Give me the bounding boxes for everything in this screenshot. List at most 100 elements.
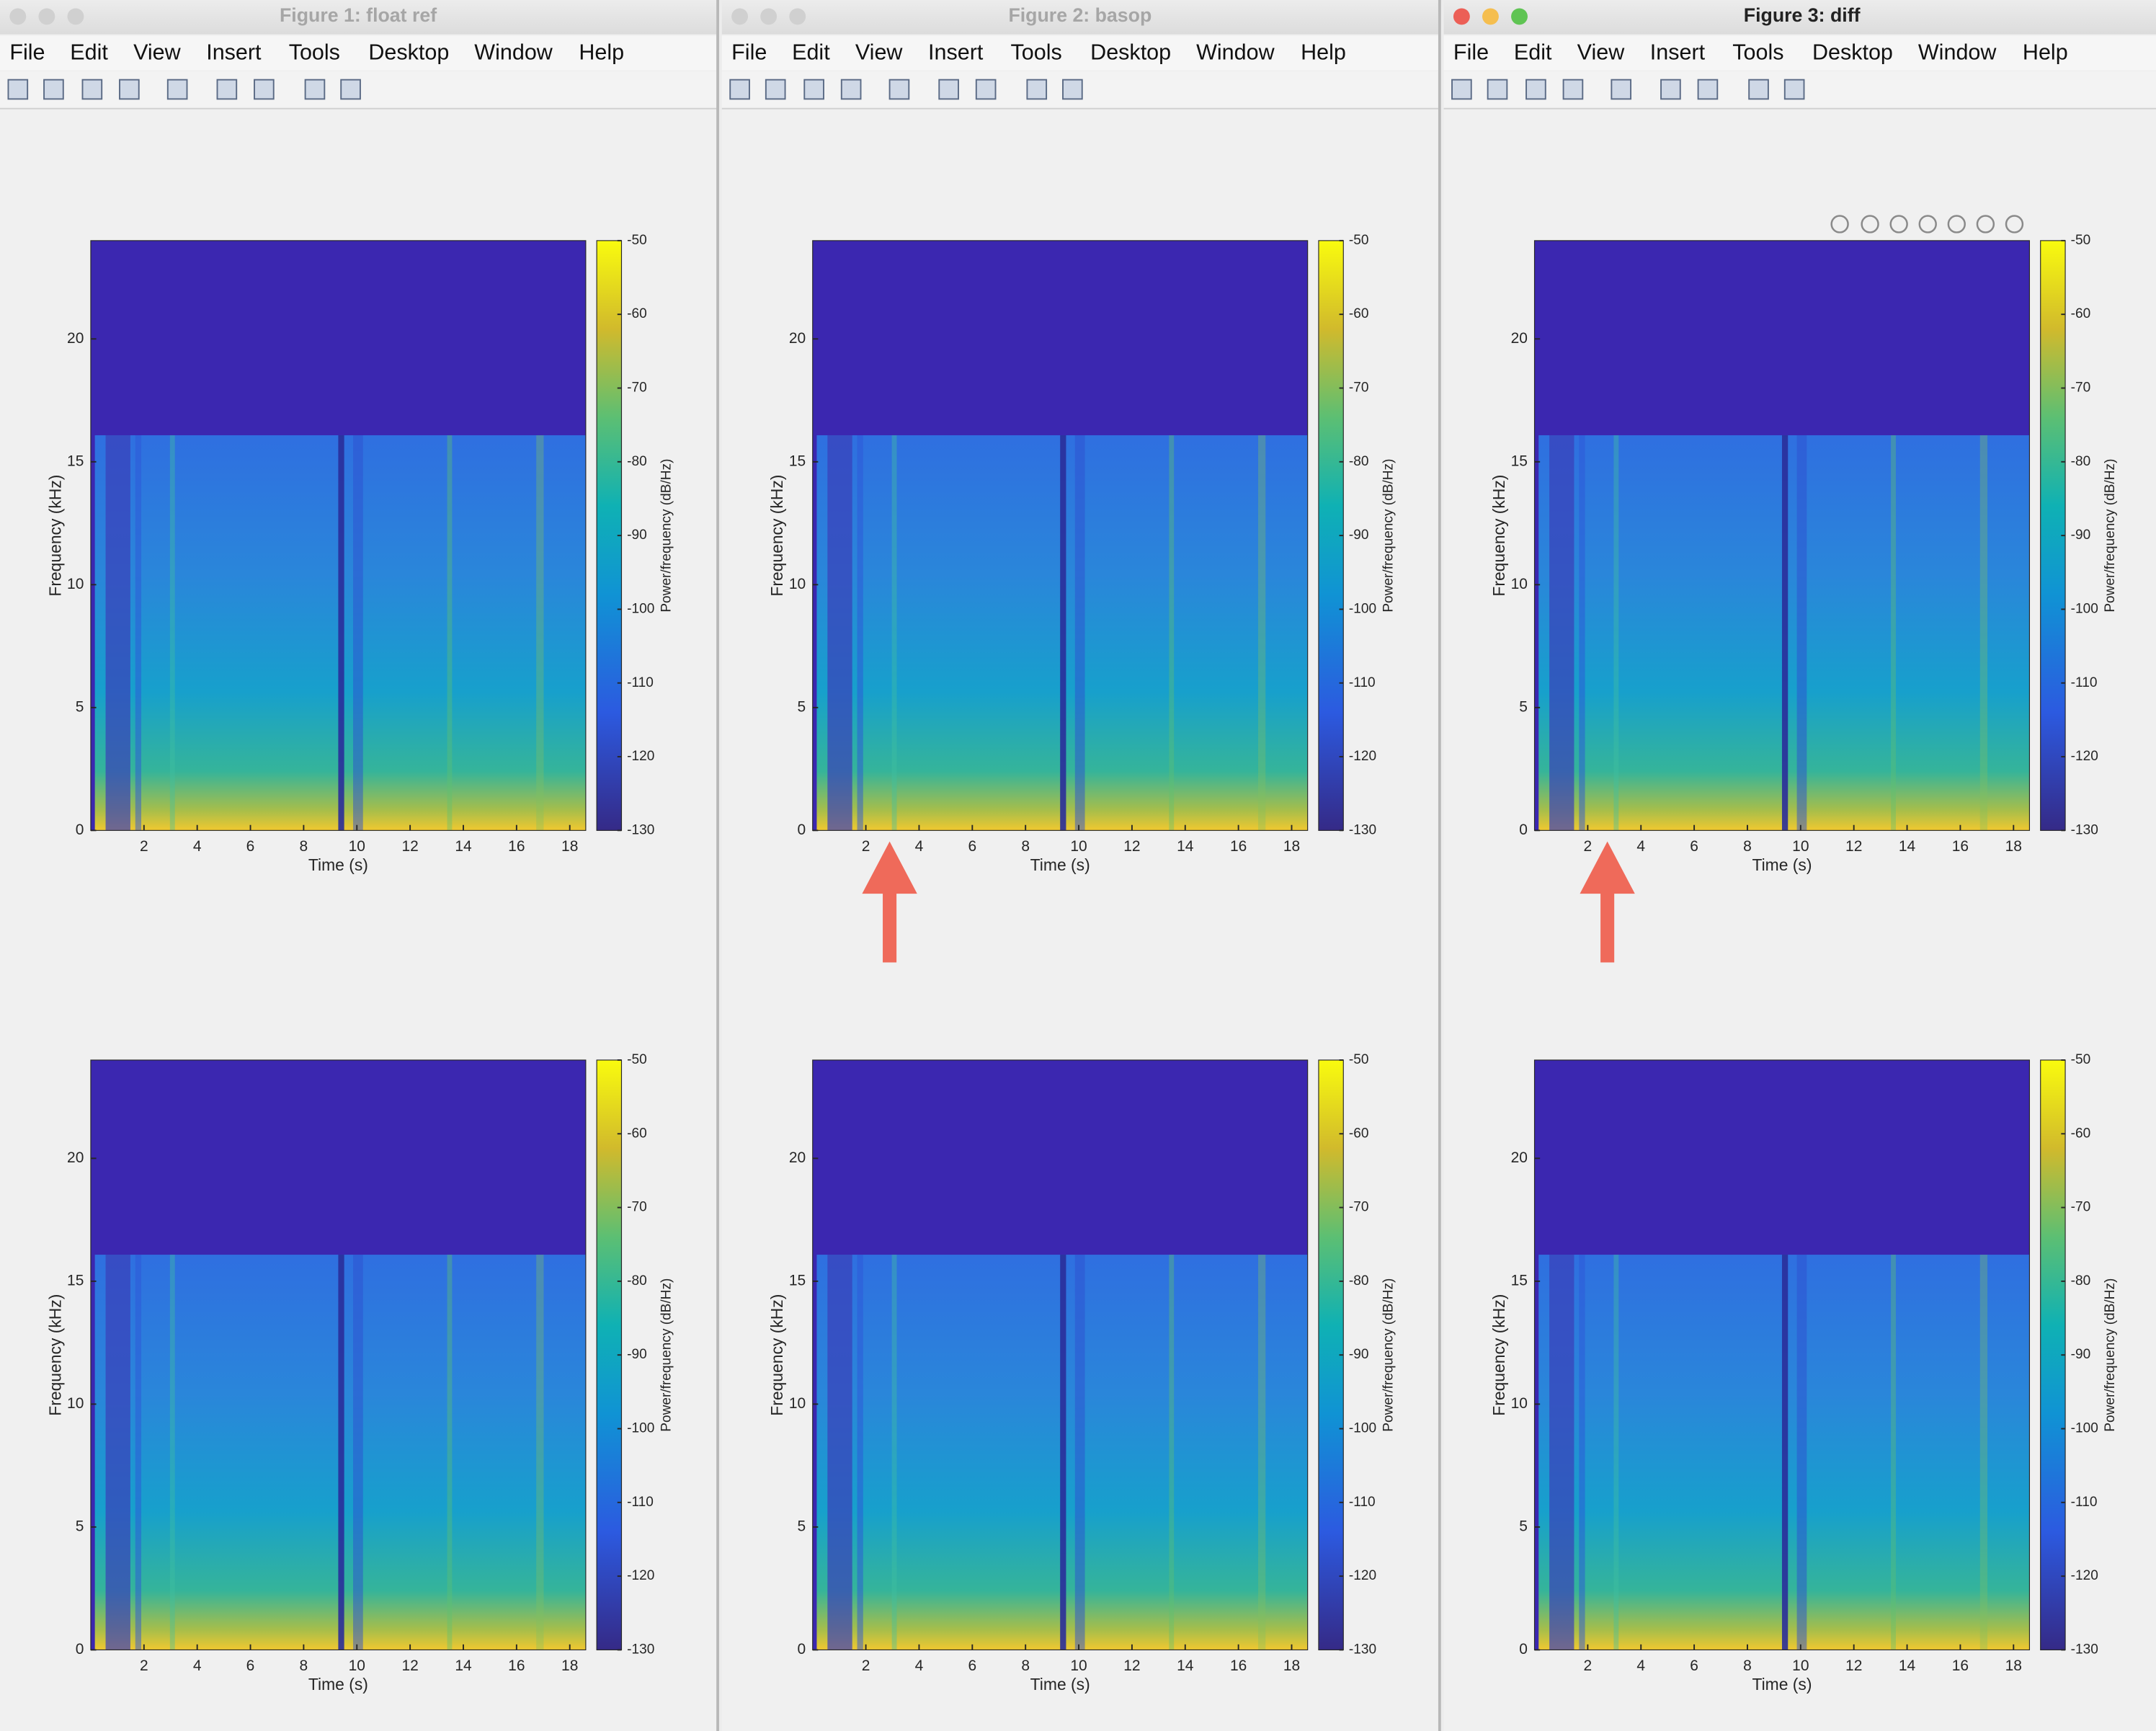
spectrogram-streak	[827, 435, 852, 831]
toolbar-icon	[119, 79, 140, 100]
x-tick-label: 8	[1743, 838, 1752, 855]
y-tick-label: 20	[789, 330, 806, 347]
toolbar-icon	[975, 79, 997, 100]
window-title: Figure 2: basop	[1008, 4, 1152, 26]
toolbar-icon	[1697, 79, 1719, 100]
spectrogram-streak	[135, 435, 142, 831]
menu-item: Desktop	[1812, 40, 1893, 64]
menu-item: File	[731, 40, 767, 64]
figure-window: Figure 2: basop File Edit View Insert Tools De…	[721, 0, 1438, 1731]
x-axis-label: Time (s)	[1752, 855, 1812, 874]
x-tick-label: 14	[1899, 1657, 1916, 1674]
spectrogram-streak	[105, 1255, 130, 1650]
x-tick-label: 12	[1123, 838, 1140, 855]
x-tick-label: 4	[1636, 1657, 1645, 1674]
spectrogram-streak	[1796, 1255, 1807, 1650]
colorbar-tick-label: -90	[1349, 528, 1369, 543]
colorbar-tick-label: -130	[2071, 822, 2098, 837]
window-button	[731, 8, 749, 25]
x-axis-label: Time (s)	[308, 1675, 368, 1694]
x-tick-label: 16	[508, 1657, 525, 1674]
y-tick-label: 0	[798, 1641, 806, 1657]
y-tick-label: 0	[76, 822, 84, 838]
x-tick-label: 10	[1070, 838, 1087, 855]
x-tick-label: 14	[455, 1657, 472, 1674]
spectrogram-streak	[353, 435, 363, 831]
colorbar-tick-label: -110	[2071, 675, 2098, 690]
x-axis-label: Time (s)	[308, 855, 368, 874]
x-tick-label: 18	[2005, 1657, 2022, 1674]
spectrogram-streak	[1074, 1255, 1085, 1650]
menu-bar	[0, 35, 717, 71]
x-axis-label: Time (s)	[1030, 1675, 1090, 1694]
colorbar-tick-label: -60	[1349, 1126, 1369, 1141]
x-tick-label: 8	[1021, 1657, 1030, 1674]
spectrogram-streak	[353, 1255, 363, 1650]
x-tick-label: 16	[1952, 1657, 1969, 1674]
colorbar-label: Power/frequency (dB/Hz)	[1381, 1278, 1396, 1432]
y-tick-label: 10	[67, 1395, 84, 1412]
colorbar-tick-label: -60	[2071, 1126, 2091, 1141]
colorbar-label: Power/frequency (dB/Hz)	[659, 1278, 674, 1432]
x-tick-label: 6	[968, 1657, 976, 1674]
colorbar-tick-label: -130	[1349, 822, 1376, 837]
x-tick-label: 18	[1283, 838, 1300, 855]
window-title: Figure 3: diff	[1744, 4, 1861, 26]
spectrogram-streak	[338, 435, 344, 831]
colorbar-tick-label: -90	[627, 528, 647, 543]
x-tick-label: 4	[1636, 838, 1645, 855]
menu-item: Edit	[1514, 40, 1552, 64]
colorbar-label: Power/frequency (dB/Hz)	[659, 459, 674, 613]
toolbar-icon	[1487, 79, 1508, 100]
colorbar-tick-label: -70	[627, 1200, 647, 1215]
colorbar-tick-label: -70	[627, 381, 647, 396]
toolbar-icon	[1451, 79, 1472, 100]
y-tick-label: 0	[1519, 1641, 1528, 1657]
spectrogram-streak	[1979, 435, 1988, 831]
toolbar-icon	[803, 79, 824, 100]
menu-item: Edit	[70, 40, 108, 64]
axes-toolbar-icon	[1918, 215, 1937, 233]
toolbar-icon	[1748, 79, 1769, 100]
y-axis-label: Frequency (kHz)	[1489, 475, 1508, 597]
x-tick-label: 2	[1584, 838, 1592, 855]
y-tick-label: 10	[67, 576, 84, 592]
toolbar-icon	[340, 79, 361, 100]
y-tick-label: 5	[798, 1518, 806, 1534]
x-tick-label: 14	[1177, 1657, 1194, 1674]
axes-frame	[90, 240, 587, 831]
colorbar-tick-label: -50	[1349, 1052, 1369, 1067]
figure-window: Figure 1: float ref File Edit View Insert Too…	[0, 0, 717, 1731]
colorbar-tick-label: -80	[1349, 1273, 1369, 1289]
annotation-arrows	[862, 841, 1635, 963]
colorbar-tick-label: -110	[627, 675, 654, 690]
spectrogram-streak	[169, 435, 175, 831]
menu-item: Window	[1918, 40, 1997, 64]
menu-item: Insert	[928, 40, 984, 64]
menu-item: Tools	[289, 40, 340, 64]
colorbar-tick-label: -60	[627, 1126, 647, 1141]
spectrogram-streak	[1257, 1255, 1266, 1650]
x-tick-label: 2	[862, 1657, 870, 1674]
colorbar-tick-label: -80	[627, 454, 647, 469]
colorbar-tick-label: -90	[2071, 528, 2091, 543]
x-tick-label: 16	[1230, 1657, 1247, 1674]
menu-item: Tools	[1732, 40, 1783, 64]
x-tick-label: 6	[968, 838, 976, 855]
y-axis-label: Frequency (kHz)	[767, 475, 786, 597]
x-tick-label: 2	[140, 838, 148, 855]
y-tick-label: 5	[1519, 698, 1528, 715]
spectrogram-streak	[1060, 1255, 1066, 1650]
toolbar-icon	[1062, 79, 1083, 100]
spectrogram-streak	[1613, 435, 1619, 831]
window-button	[1511, 8, 1528, 25]
toolbar-icon	[1525, 79, 1546, 100]
colorbar-tick-label: -90	[627, 1347, 647, 1362]
colorbar-tick-label: -70	[1349, 381, 1369, 396]
spectrogram-streak	[1796, 435, 1807, 831]
x-tick-label: 8	[300, 838, 308, 855]
x-tick-label: 6	[1690, 838, 1698, 855]
title-bar	[1443, 0, 2156, 35]
toolbar-icon	[166, 79, 188, 100]
